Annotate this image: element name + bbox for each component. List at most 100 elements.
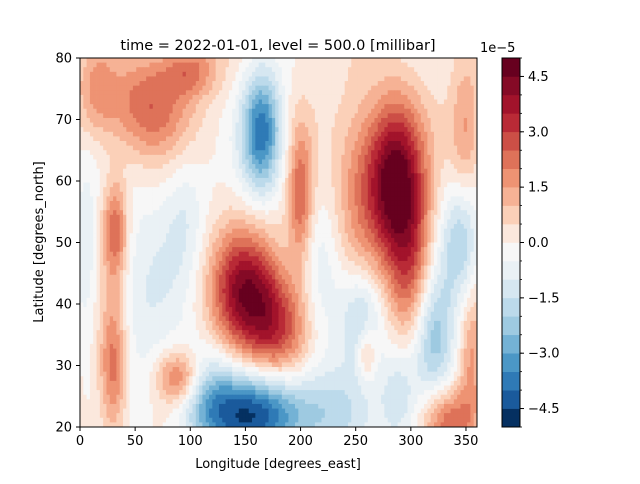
heatmap-cell: [136, 136, 140, 142]
heatmap-cell: [232, 242, 236, 248]
heatmap-cell: [172, 150, 177, 156]
heatmap-cell: [106, 187, 111, 193]
heatmap-cell: [245, 154, 250, 160]
heatmap-cell: [245, 159, 250, 165]
heatmap-cell: [384, 85, 389, 91]
heatmap-cell: [430, 108, 435, 114]
heatmap-cell: [463, 131, 468, 137]
heatmap-cell: [80, 150, 84, 156]
heatmap-cell: [242, 76, 246, 82]
heatmap-cell: [334, 71, 339, 77]
heatmap-cell: [443, 71, 448, 77]
heatmap-cell: [182, 177, 187, 183]
heatmap-cell: [371, 113, 375, 119]
heatmap-cell: [414, 99, 418, 105]
heatmap-cell: [437, 233, 442, 239]
heatmap-cell: [285, 136, 289, 142]
heatmap-cell: [248, 62, 253, 68]
heatmap-cell: [414, 168, 418, 174]
heatmap-cell: [381, 104, 385, 110]
heatmap-cell: [443, 164, 448, 170]
heatmap-cell: [159, 62, 164, 68]
heatmap-cell: [394, 131, 398, 137]
heatmap-cell: [222, 237, 226, 243]
heatmap-cell: [255, 182, 260, 188]
heatmap-cell: [228, 191, 233, 197]
heatmap-cell: [89, 136, 94, 142]
heatmap-cell: [80, 62, 84, 68]
heatmap-cell: [205, 173, 210, 179]
heatmap-cell: [433, 224, 438, 230]
heatmap-cell: [212, 247, 217, 253]
heatmap-cell: [463, 150, 468, 156]
heatmap-cell: [136, 81, 140, 87]
heatmap-cell: [132, 150, 137, 156]
heatmap-cell: [301, 150, 306, 156]
heatmap-cell: [96, 164, 101, 170]
heatmap-cell: [318, 122, 322, 128]
heatmap-cell: [228, 205, 233, 211]
heatmap-cell: [341, 233, 346, 239]
heatmap-cell: [225, 127, 230, 133]
heatmap-cell: [417, 145, 422, 151]
heatmap-cell: [202, 58, 207, 64]
heatmap-cell: [407, 71, 412, 77]
heatmap-cell: [443, 113, 448, 119]
heatmap-cell: [195, 122, 200, 128]
heatmap-cell: [172, 173, 177, 179]
heatmap-cell: [235, 104, 240, 110]
heatmap-cell: [407, 200, 412, 206]
heatmap-cell: [268, 205, 273, 211]
heatmap-cell: [182, 214, 187, 220]
heatmap-cell: [400, 90, 405, 96]
heatmap-cell: [185, 131, 190, 137]
heatmap-cell: [321, 224, 326, 230]
heatmap-cell: [93, 242, 97, 248]
heatmap-cell: [357, 122, 362, 128]
heatmap-cell: [321, 205, 326, 211]
heatmap-cell: [387, 141, 392, 147]
heatmap-cell: [467, 71, 471, 77]
heatmap-cell: [172, 196, 177, 202]
heatmap-cell: [328, 108, 332, 114]
heatmap-cell: [321, 182, 326, 188]
heatmap-cell: [106, 113, 111, 119]
heatmap-cell: [268, 224, 273, 230]
heatmap-cell: [295, 191, 299, 197]
heatmap-cell: [371, 62, 375, 68]
heatmap-cell: [159, 131, 164, 137]
heatmap-cell: [443, 67, 448, 73]
heatmap-cell: [152, 228, 157, 234]
heatmap-cell: [99, 76, 104, 82]
heatmap-cell: [258, 191, 263, 197]
heatmap-cell: [189, 159, 193, 165]
heatmap-cell: [156, 62, 160, 68]
heatmap-cell: [400, 67, 405, 73]
heatmap-cell: [218, 81, 223, 87]
heatmap-cell: [258, 141, 263, 147]
heatmap-cell: [189, 228, 193, 234]
heatmap-cell: [347, 141, 352, 147]
heatmap-cell: [222, 81, 226, 87]
heatmap-cell: [463, 154, 468, 160]
heatmap-cell: [228, 150, 233, 156]
heatmap-cell: [222, 173, 226, 179]
heatmap-cell: [453, 182, 458, 188]
heatmap-cell: [129, 150, 134, 156]
heatmap-cell: [440, 108, 445, 114]
heatmap-cell: [473, 108, 477, 114]
heatmap-cell: [430, 94, 435, 100]
heatmap-cell: [447, 228, 451, 234]
heatmap-cell: [324, 187, 329, 193]
heatmap-cell: [123, 164, 127, 170]
heatmap-cell: [424, 76, 428, 82]
heatmap-cell: [248, 99, 253, 105]
heatmap-cell: [457, 210, 461, 216]
heatmap-cell: [96, 191, 101, 197]
heatmap-cell: [113, 191, 117, 197]
heatmap-cell: [139, 94, 144, 100]
heatmap-cell: [245, 191, 250, 197]
heatmap-cell: [390, 127, 395, 133]
heatmap-cell: [109, 58, 114, 64]
heatmap-cell: [103, 127, 107, 133]
